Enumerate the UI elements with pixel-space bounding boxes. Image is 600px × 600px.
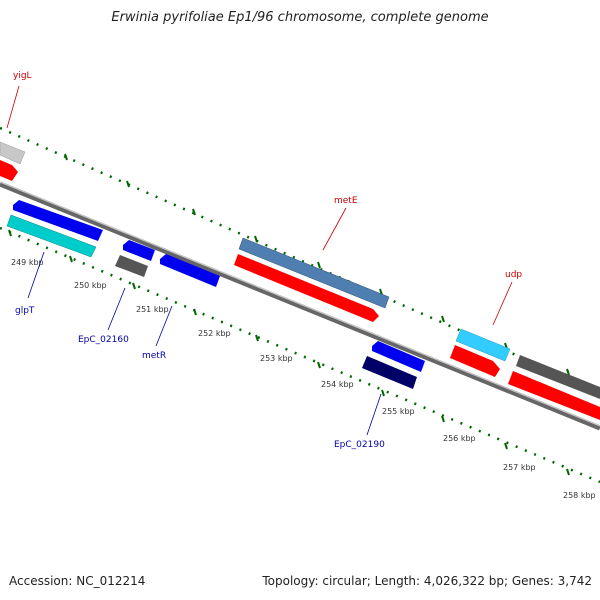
chromosome-backbone-highlight <box>0 181 600 427</box>
gene-glpT[interactable] <box>6 200 103 258</box>
gene-label-EpC_02190[interactable]: EpC_02190 <box>334 440 385 450</box>
gene-EpC_02190[interactable] <box>362 341 425 389</box>
tick-label-251kbp: 251 kbp <box>136 305 169 314</box>
map-title: Erwinia pyrifoliae Ep1/96 chromosome, co… <box>111 10 489 25</box>
tick-label-257kbp: 257 kbp <box>503 463 536 472</box>
gene-metE[interactable] <box>234 237 390 322</box>
kbp-major-ticks <box>8 229 570 476</box>
accession-text: Accession: NC_012214 <box>9 574 146 588</box>
tick-label-253kbp: 253 kbp <box>260 354 293 363</box>
tick-label-258kbp: 258 kbp <box>563 491 596 500</box>
gene-label-yigL[interactable]: yigL <box>13 71 32 81</box>
genome-stats-text: Topology: circular; Length: 4,026,322 bp… <box>262 574 592 588</box>
gene-label-udp[interactable]: udp <box>505 270 522 280</box>
gene-metR[interactable] <box>160 254 220 287</box>
tick-label-249kbp: 249 kbp <box>11 258 44 267</box>
gene-label-glpT[interactable]: glpT <box>15 306 35 316</box>
tick-label-252kbp: 252 kbp <box>198 329 231 338</box>
gene-right-gray[interactable] <box>508 355 600 420</box>
label-connectors <box>6 85 513 436</box>
gene-yigL[interactable] <box>0 141 26 181</box>
outer-tick-track <box>0 126 600 394</box>
tick-label-255kbp: 255 kbp <box>382 407 415 416</box>
tick-label-254kbp: 254 kbp <box>321 380 354 389</box>
gene-label-metR[interactable]: metR <box>142 351 166 361</box>
tick-label-250kbp: 250 kbp <box>74 281 107 290</box>
chromosome-backbone <box>0 181 600 431</box>
gene-EpC_02160[interactable] <box>115 240 155 277</box>
gene-label-EpC_02160[interactable]: EpC_02160 <box>78 335 129 345</box>
gene-udp[interactable] <box>450 328 511 377</box>
tick-label-256kbp: 256 kbp <box>443 434 476 443</box>
gene-label-metE[interactable]: metE <box>334 196 358 206</box>
